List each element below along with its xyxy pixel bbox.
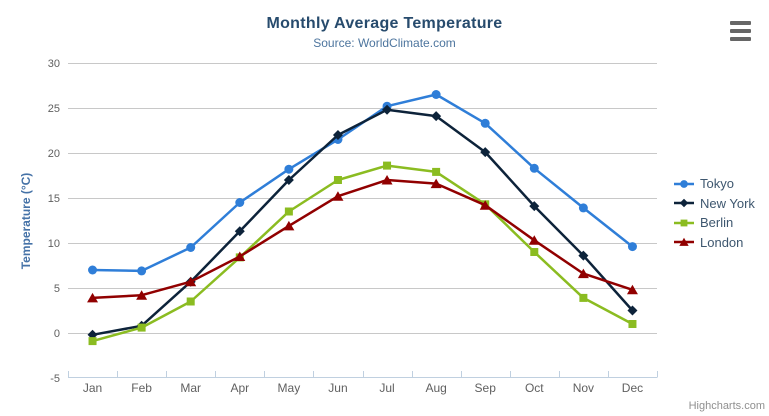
x-tick-label: Aug [425,381,446,395]
legend-item-new-york[interactable]: New York [674,196,755,211]
london-marker[interactable] [185,276,197,287]
london-marker[interactable] [234,251,246,262]
berlin-marker[interactable] [530,248,539,256]
new-york-marker[interactable] [283,175,294,185]
tokyo-marker[interactable] [137,266,147,276]
y-tick-label: 20 [48,148,60,160]
y-tick-label: 0 [54,328,60,340]
london-marker[interactable] [479,200,491,210]
menu-bar [730,21,751,25]
x-tick-label: Nov [573,381,594,395]
new-york-marker[interactable] [234,226,245,237]
series-line-tokyo [91,93,634,273]
new-york-marker[interactable] [480,147,491,158]
london-marker[interactable] [381,175,393,185]
legend-item-london[interactable]: London [674,235,755,250]
x-tick-label: Dec [622,381,643,395]
new-york-marker[interactable] [529,201,540,212]
london-marker[interactable] [136,290,148,300]
series-line-new-york [91,108,634,337]
new-york-marker[interactable] [578,250,589,261]
y-axis-title: Temperature (°C) [19,173,33,270]
x-tick-label: Jul [379,381,394,395]
x-tick-label: Oct [525,381,544,395]
menu-bar [730,37,751,41]
x-tick-label: Feb [131,381,152,395]
y-tick-label: -5 [50,373,60,385]
berlin-marker[interactable] [628,320,637,328]
legend-triangle-icon [674,237,694,246]
berlin-marker[interactable] [88,337,97,346]
y-tick-label: 10 [48,238,60,250]
tokyo-marker[interactable] [186,243,196,252]
legend-berlin-symbol [680,219,688,226]
series-line-berlin [91,164,634,343]
legend-london-symbol [679,237,689,246]
tokyo-marker[interactable] [88,265,98,275]
highcharts-credit-link[interactable]: Highcharts.com [688,400,765,412]
legend-label: London [700,234,744,250]
legend-tokyo-symbol [680,179,688,188]
london-marker[interactable] [528,235,540,245]
tokyo-marker[interactable] [627,242,637,252]
series-line-london [91,178,634,300]
chart-title: Monthly Average Temperature [266,15,503,32]
y-tick-label: 15 [48,193,60,205]
berlin-marker[interactable] [137,323,146,332]
berlin-marker[interactable] [383,161,392,170]
x-tick-label: Jan [83,381,102,395]
berlin-marker[interactable] [284,207,293,216]
tokyo-marker[interactable] [529,163,539,173]
menu-bar [730,29,751,33]
legend-new-york-symbol [679,198,689,208]
berlin-marker[interactable] [333,176,342,184]
x-tick-label: Sep [475,381,497,395]
london-marker[interactable] [626,284,638,295]
y-tick-label: 30 [48,58,60,70]
london-marker[interactable] [87,292,99,303]
london-marker[interactable] [332,191,344,201]
legend-label: New York [700,195,755,211]
tokyo-marker[interactable] [480,118,490,128]
london-marker[interactable] [283,220,295,231]
legend: Tokyo New York Berlin London [674,176,755,250]
plot-layer: -5 0 5 10 15 20 25 30 Jan Feb Mar Apr May Jun Jul Aug Se… [48,58,658,395]
berlin-marker[interactable] [579,293,588,302]
y-tick-label: 5 [54,283,60,295]
new-york-marker[interactable] [332,130,343,140]
legend-circle-icon [674,179,694,188]
tokyo-marker[interactable] [284,164,294,174]
berlin-marker[interactable] [186,297,195,306]
london-marker[interactable] [577,268,589,279]
tokyo-marker[interactable] [578,203,588,213]
legend-item-berlin[interactable]: Berlin [674,215,755,230]
new-york-marker[interactable] [431,111,442,122]
london-marker[interactable] [430,178,442,189]
new-york-marker[interactable] [382,104,393,115]
new-york-marker[interactable] [627,305,638,316]
chart-subtitle: Source: WorldClimate.com [313,36,456,50]
legend-label: Berlin [700,215,734,230]
x-tick-label: Mar [180,381,201,395]
berlin-marker[interactable] [432,167,441,176]
x-tick-label: May [278,381,301,395]
legend-diamond-icon [674,198,694,208]
tokyo-marker[interactable] [235,198,245,207]
legend-item-tokyo[interactable]: Tokyo [674,176,755,191]
y-tick-label: 25 [48,103,60,115]
legend-square-icon [674,219,694,226]
x-tick-label: Jun [328,381,347,395]
tokyo-marker[interactable] [431,90,441,99]
legend-label: Tokyo [700,176,734,191]
hamburger-menu-icon[interactable] [728,20,753,42]
x-tick-label: Apr [230,381,249,395]
